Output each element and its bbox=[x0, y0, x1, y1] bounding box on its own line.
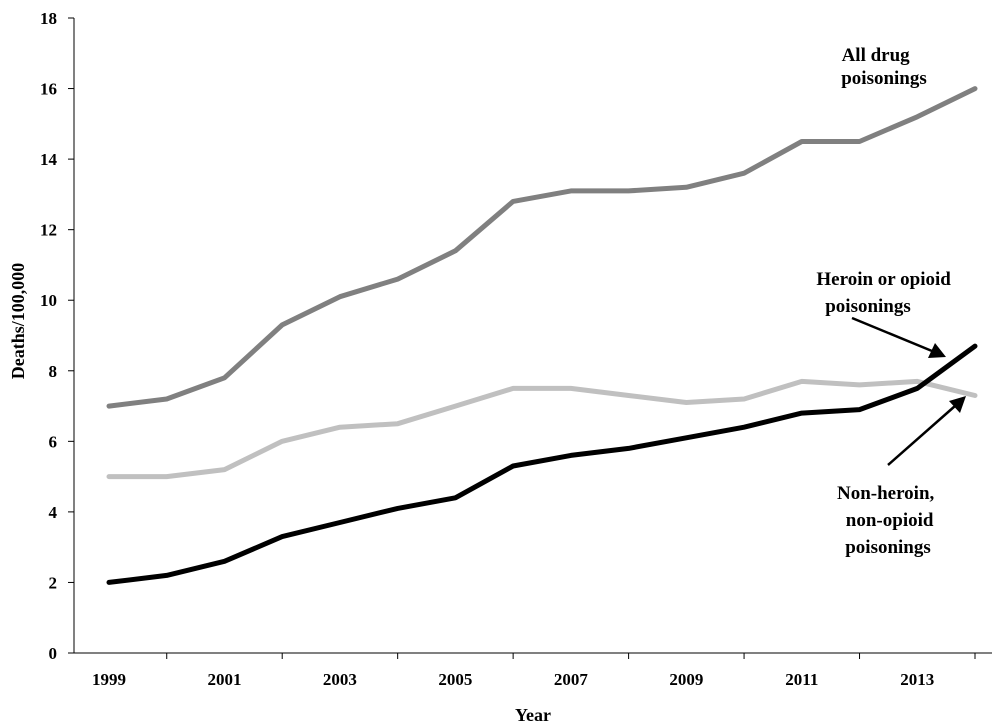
series-line-opioid bbox=[106, 343, 978, 585]
x-tick-label: 2011 bbox=[785, 670, 818, 689]
y-tick-label: 4 bbox=[49, 503, 58, 522]
y-tick-label: 8 bbox=[49, 362, 58, 381]
axes bbox=[73, 18, 992, 654]
x-axis-title: Year bbox=[515, 705, 551, 725]
y-ticks: 0 2 4 6 8 10 12 14 16 18 bbox=[40, 9, 74, 663]
annotation-heroin-opioid-line-1: Heroin or opioid bbox=[816, 269, 951, 290]
x-ticks: 1999 2001 2003 2005 2007 2009 2011 2013 bbox=[92, 653, 976, 689]
annotation-all-drug-line-2: poisonings bbox=[841, 68, 927, 89]
annotation-heroin-opioid: Heroin or opioid poisonings bbox=[816, 269, 955, 317]
series-layer bbox=[106, 86, 978, 585]
y-tick-label: 6 bbox=[49, 432, 58, 451]
y-tick-label: 14 bbox=[40, 150, 58, 169]
x-tick-label: 2013 bbox=[900, 670, 934, 689]
y-tick-label: 16 bbox=[40, 80, 57, 99]
x-tick-label: 2003 bbox=[323, 670, 357, 689]
y-tick-label: 12 bbox=[40, 221, 57, 240]
annotation-non-heroin-line-3: poisonings bbox=[845, 537, 931, 558]
annotation-non-heroin-line-2: non-opioid bbox=[846, 510, 934, 531]
y-tick-label: 10 bbox=[40, 291, 57, 310]
x-tick-label: 1999 bbox=[92, 670, 126, 689]
annotation-all-drug-line-1: All drug bbox=[842, 45, 911, 66]
annotation-heroin-opioid-line-2: poisonings bbox=[825, 296, 911, 317]
annotation-non-heroin-line-1: Non-heroin, bbox=[837, 483, 935, 504]
y-tick-label: 0 bbox=[49, 644, 58, 663]
annotation-non-heroin: Non-heroin, non-opioid poisonings bbox=[837, 483, 939, 558]
series-line-nonopioid bbox=[106, 378, 978, 480]
x-tick-label: 2005 bbox=[438, 670, 472, 689]
y-tick-label: 2 bbox=[49, 573, 58, 592]
arrow-heroin-opioid bbox=[851, 316, 946, 358]
x-tick-label: 2007 bbox=[554, 670, 589, 689]
series-line-all bbox=[106, 86, 978, 409]
x-tick-label: 2001 bbox=[207, 670, 241, 689]
annotation-all-drug: All drug poisonings bbox=[841, 45, 927, 89]
x-tick-label: 2009 bbox=[669, 670, 703, 689]
y-axis-title: Deaths/100,000 bbox=[8, 263, 28, 380]
arrow-non-heroin bbox=[887, 396, 966, 466]
y-tick-label: 18 bbox=[40, 9, 57, 28]
